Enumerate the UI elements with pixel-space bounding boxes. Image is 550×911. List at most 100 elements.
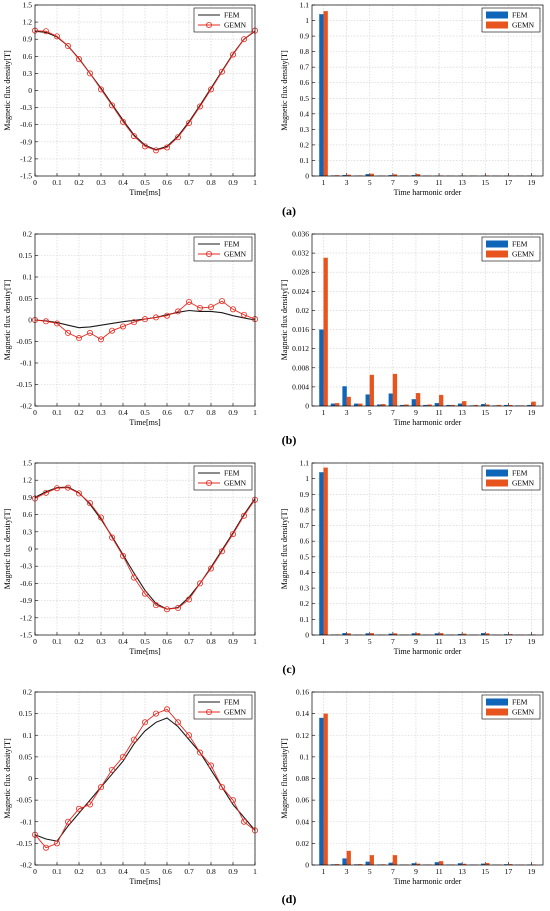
chart-4-series-gemn-bar — [346, 396, 351, 407]
chart-8-legend-swatch-fem — [486, 698, 508, 706]
chart-3-legend-label-gemn: GEMN — [224, 250, 247, 259]
chart-8-series-gemn-bar — [323, 713, 328, 866]
chart-5-x-tick-label: 1 — [253, 637, 257, 646]
chart-5-series-gemn-point — [240, 512, 247, 519]
chart-5-legend-label-fem: FEM — [224, 469, 240, 478]
chart-1-y-tick-label: 0.6 — [23, 52, 33, 61]
chart-3-y-tick-label: -0.15 — [16, 380, 32, 389]
chart-6-x-tick-label: 17 — [505, 637, 513, 646]
chart-5-series-gemn-point — [196, 580, 203, 587]
chart-4-axes-frame — [311, 233, 544, 407]
chart-4-series-gemn-bar — [415, 393, 421, 407]
chart-2-x-tick-label: 1 — [322, 178, 326, 187]
chart-3-y-tick-label: -0.1 — [20, 359, 32, 368]
chart-1-x-tick-label: 1 — [253, 178, 257, 187]
chart-6-y-tick-label: 0.9 — [300, 490, 310, 499]
chart-7-series-gemn-point — [218, 784, 225, 791]
chart-4-series-fem-bar — [319, 329, 324, 407]
chart-5-series-gemn-point — [141, 590, 148, 597]
chart-4-y-tick-label: 0.024 — [292, 287, 309, 296]
chart-3-axes-frame — [34, 233, 256, 407]
chart-8-x-tick-label: 7 — [391, 867, 395, 876]
chart-4-series-gemn-bar — [358, 403, 363, 407]
chart-2-y-tick-label: 0.2 — [300, 140, 310, 149]
chart-5-axes-frame — [34, 462, 256, 636]
chart-4-series-gemn-bar — [323, 257, 328, 407]
chart-1-y-tick-label: -1.5 — [20, 172, 32, 181]
chart-4-y-tick-label: 0.02 — [296, 306, 309, 315]
chart-6-y-tick-label: 0.3 — [300, 584, 310, 593]
chart-7-x-tick-label: 0.1 — [52, 867, 62, 876]
chart-1-x-tick-label: 0.1 — [52, 178, 62, 187]
chart-2-legend-swatch-gemn — [486, 21, 508, 29]
chart-8-y-tick-label: 0.04 — [296, 817, 309, 826]
chart-4-x-axis-label: Time harmonic order — [394, 418, 462, 427]
chart-5-legend-label-gemn: GEMN — [224, 479, 247, 488]
chart-7-series-gemn-point — [98, 784, 105, 791]
chart-3-series-gemn-point — [229, 306, 236, 313]
chart-6-y-tick-label: 1.1 — [300, 459, 310, 468]
chart-1-series-gemn-point — [196, 103, 203, 110]
chart-4-y-tick-label: 0.036 — [292, 230, 309, 239]
chart-2-y-tick-label: 0.3 — [300, 125, 310, 134]
chart-5-x-tick-label: 0.4 — [118, 637, 128, 646]
chart-3-legend-label-fem: FEM — [224, 240, 240, 249]
chart-4-x-tick-label: 13 — [458, 408, 466, 417]
chart-5-series-gemn-line — [34, 487, 256, 610]
chart-8-legend-swatch-gemn — [486, 708, 508, 716]
chart-3-series-gemn-point — [130, 319, 137, 326]
chart-7-series-gemn-point — [141, 719, 148, 726]
chart-1-series-gemn-point — [218, 68, 225, 75]
chart-4-x-tick-label: 19 — [528, 408, 536, 417]
chart-5-series-gemn-point — [218, 548, 225, 555]
chart-3-series-gemn-point — [218, 298, 225, 305]
chart-3-y-tick-label: 0 — [28, 316, 32, 325]
chart-3-x-tick-label: 0.8 — [206, 408, 216, 417]
chart-7-series-gemn-point — [87, 801, 94, 808]
chart-8-x-tick-label: 15 — [482, 867, 490, 876]
chart-3-series-gemn-point — [76, 335, 83, 342]
chart-5-x-tick-label: 0.2 — [74, 637, 84, 646]
chart-5-y-tick-label: 1.5 — [23, 459, 33, 468]
chart-1-series-gemn-point — [163, 144, 170, 151]
chart-1-x-tick-label: 0.4 — [118, 178, 128, 187]
chart-1-series-gemn-line — [34, 30, 256, 151]
chart-1-series-gemn-point — [174, 134, 181, 141]
chart-3-series-gemn-point — [109, 327, 116, 334]
chart-8-x-tick-label: 1 — [322, 867, 326, 876]
chart-2-y-tick-label: 0.6 — [300, 78, 310, 87]
chart-1-y-tick-label: -0.6 — [20, 120, 32, 129]
chart-1-x-axis-label: Time[ms] — [129, 188, 161, 197]
chart-8-x-tick-label: 5 — [368, 867, 372, 876]
panel-label-b: (b) — [282, 433, 297, 447]
chart-2-y-tick-label: 0.1 — [300, 156, 310, 165]
chart-5-y-axis-label: Magnetic flux density[T] — [3, 508, 12, 589]
chart-4-x-tick-label: 15 — [482, 408, 490, 417]
chart-1-series-gemn-point — [87, 70, 94, 77]
chart-3-series-gemn-point — [141, 316, 148, 323]
chart-1-series-gemn-point — [43, 28, 50, 35]
chart-1-x-tick-label: 0.8 — [206, 178, 216, 187]
chart-6-plot-area — [312, 463, 543, 635]
chart-1-x-tick-label: 0.7 — [184, 178, 194, 187]
chart-8-y-tick-label: 0.08 — [296, 774, 309, 783]
chart-4-series-gemn-bar — [392, 373, 398, 407]
chart-5-legend-marker-gemn — [205, 479, 212, 486]
chart-6-x-tick-label: 15 — [482, 637, 490, 646]
chart-8-series-fem-bar — [342, 858, 347, 866]
chart-5-x-tick-label: 0.7 — [184, 637, 194, 646]
chart-3-series-gemn-point — [43, 318, 50, 325]
chart-5-series-gemn-point — [65, 484, 72, 491]
chart-5-y-tick-label: 0.9 — [23, 493, 33, 502]
chart-3-series-gemn-point — [54, 320, 61, 327]
chart-1-series-gemn-point — [152, 147, 159, 154]
chart-5-series-gemn-point — [54, 485, 61, 492]
chart-4-y-tick-label: 0 — [305, 402, 309, 411]
chart-6-x-axis-label: Time harmonic order — [394, 647, 462, 656]
chart-7-x-tick-label: 0.5 — [140, 867, 150, 876]
chart-1-x-tick-label: 0.2 — [74, 178, 84, 187]
chart-5-x-tick-label: 0.9 — [228, 637, 238, 646]
chart-3-y-tick-label: 0.15 — [19, 251, 32, 260]
chart-2-x-axis-label: Time harmonic order — [394, 188, 462, 197]
chart-2-x-tick-label: 3 — [345, 178, 349, 187]
